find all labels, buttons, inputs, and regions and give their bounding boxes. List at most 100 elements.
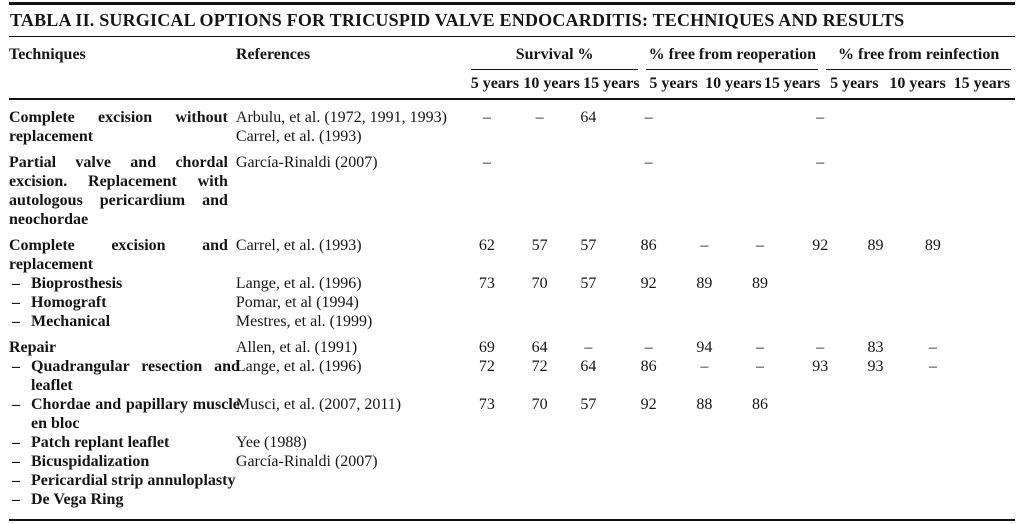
value: 92 bbox=[640, 275, 657, 292]
value-cell: – bbox=[756, 331, 822, 357]
value-cell bbox=[822, 433, 886, 452]
dash-bullet: – bbox=[12, 313, 20, 330]
year-col-header: 10 years bbox=[523, 70, 581, 100]
value-cell bbox=[580, 312, 642, 331]
techniques-column-header: Techniques bbox=[9, 37, 236, 100]
value-cell: 93 bbox=[868, 357, 948, 395]
value-cell: – bbox=[816, 331, 886, 357]
technique-cell: Partial valve and chordal excision. Repl… bbox=[9, 146, 236, 229]
value-cell: 62 bbox=[467, 229, 523, 274]
value-cell bbox=[949, 490, 1015, 520]
value-cell bbox=[523, 293, 580, 312]
value-cell: – bbox=[816, 146, 886, 229]
value-cell: – bbox=[642, 146, 704, 229]
technique-cell: – Patch replant leaflet bbox=[9, 433, 236, 452]
value-cell bbox=[705, 490, 762, 520]
dash-bullet: – bbox=[12, 472, 20, 489]
value-cell bbox=[949, 293, 1015, 312]
value-cell bbox=[886, 490, 948, 520]
value-cell bbox=[762, 312, 822, 331]
value-cell bbox=[467, 452, 523, 471]
value: 89 bbox=[696, 275, 713, 292]
value-cell bbox=[886, 433, 948, 452]
value-cell bbox=[949, 452, 1015, 471]
technique-cell: – Bicuspidalization bbox=[9, 452, 236, 471]
value-cell: 89 bbox=[868, 229, 948, 274]
value: – bbox=[482, 154, 491, 171]
value: – bbox=[756, 358, 765, 375]
value-cell bbox=[949, 471, 1015, 490]
technique-cell: – Mechanical bbox=[9, 312, 236, 331]
survival-group-label: Survival % bbox=[515, 46, 594, 63]
value: 86 bbox=[752, 396, 769, 413]
table-row: Complete excision without replacement Arb… bbox=[9, 99, 1015, 146]
value-cell: – bbox=[700, 357, 762, 395]
value-cell bbox=[467, 312, 523, 331]
value-cell bbox=[886, 395, 948, 433]
value: – bbox=[756, 339, 765, 356]
value-cell: 83 bbox=[868, 331, 948, 357]
value-cell: 92 bbox=[812, 229, 886, 274]
technique-cell: – De Vega Ring bbox=[9, 490, 236, 520]
value: 89 bbox=[924, 237, 941, 254]
technique-label: Patch replant leaflet bbox=[31, 434, 170, 451]
technique-label: Repair bbox=[9, 339, 57, 356]
dash-bullet: – bbox=[12, 275, 20, 292]
reference-entry: Mestres, et al. (1999) bbox=[235, 313, 373, 330]
value-cell: 70 bbox=[523, 395, 580, 433]
value-cell bbox=[642, 312, 704, 331]
value-cell bbox=[949, 433, 1015, 452]
value-cell: 64 bbox=[523, 331, 580, 357]
value-cell bbox=[949, 274, 1015, 293]
value: – bbox=[816, 339, 825, 356]
value: 83 bbox=[867, 339, 884, 356]
reference-entry: Lange, et al. (1996) bbox=[235, 358, 362, 375]
value: 62 bbox=[478, 237, 495, 254]
references-cell: Lange, et al. (1996) bbox=[236, 274, 467, 293]
value-cell: 93 bbox=[812, 357, 886, 395]
value-cell bbox=[467, 490, 523, 520]
reference-entry: Allen, et al. (1991) bbox=[235, 339, 358, 356]
value-cell: 57 bbox=[523, 229, 580, 274]
table-row: Partial valve and chordal excision. Repl… bbox=[9, 146, 1015, 229]
value-cell bbox=[886, 99, 948, 146]
value-cell bbox=[705, 312, 762, 331]
value-cell bbox=[705, 452, 762, 471]
value: 92 bbox=[640, 396, 657, 413]
value-cell bbox=[705, 146, 762, 229]
technique-cell: Complete excision and replacement bbox=[9, 229, 236, 274]
reference-entry: Yee (1988) bbox=[235, 434, 307, 451]
value: 57 bbox=[580, 396, 597, 413]
table-row: – Chordae and papillary muscle en bloc Mus… bbox=[9, 395, 1015, 433]
technique-label: Partial valve and chordal excision. Repl… bbox=[9, 154, 228, 228]
value-cell bbox=[705, 99, 762, 146]
reference-entry: García-Rinaldi (2007) bbox=[235, 453, 378, 470]
value-cell: 57 bbox=[580, 274, 642, 293]
value: 94 bbox=[696, 339, 713, 356]
references-cell: Musci, et al. (2007, 2011) bbox=[236, 395, 467, 433]
value-cell bbox=[705, 293, 762, 312]
value: 86 bbox=[640, 237, 657, 254]
value: 93 bbox=[812, 358, 829, 375]
value-cell: 73 bbox=[467, 395, 523, 433]
technique-cell: – Bioprosthesis bbox=[9, 274, 236, 293]
year-col-header: 5 years bbox=[642, 70, 705, 100]
value-cell bbox=[580, 293, 642, 312]
value-cell bbox=[949, 395, 1015, 433]
value-cell bbox=[949, 312, 1015, 331]
references-cell: Lange, et al. (1996) bbox=[236, 357, 467, 395]
table-row: – Patch replant leaflet Yee (1988) bbox=[9, 433, 1015, 452]
value-cell: – bbox=[929, 357, 1015, 395]
year-col-header: 5 years bbox=[822, 70, 887, 100]
value-cell: 92 bbox=[640, 395, 704, 433]
value-cell: 73 bbox=[467, 274, 523, 293]
value-cell bbox=[580, 452, 642, 471]
value-cell bbox=[822, 452, 886, 471]
value-cell bbox=[822, 293, 886, 312]
reference-entry: Carrel, et al. (1993) bbox=[235, 128, 362, 145]
year-col-header: 10 years bbox=[886, 70, 949, 100]
value: 64 bbox=[531, 339, 548, 356]
reoperation-group-header: % free from reoperation bbox=[642, 37, 822, 70]
value-cell bbox=[822, 274, 886, 293]
